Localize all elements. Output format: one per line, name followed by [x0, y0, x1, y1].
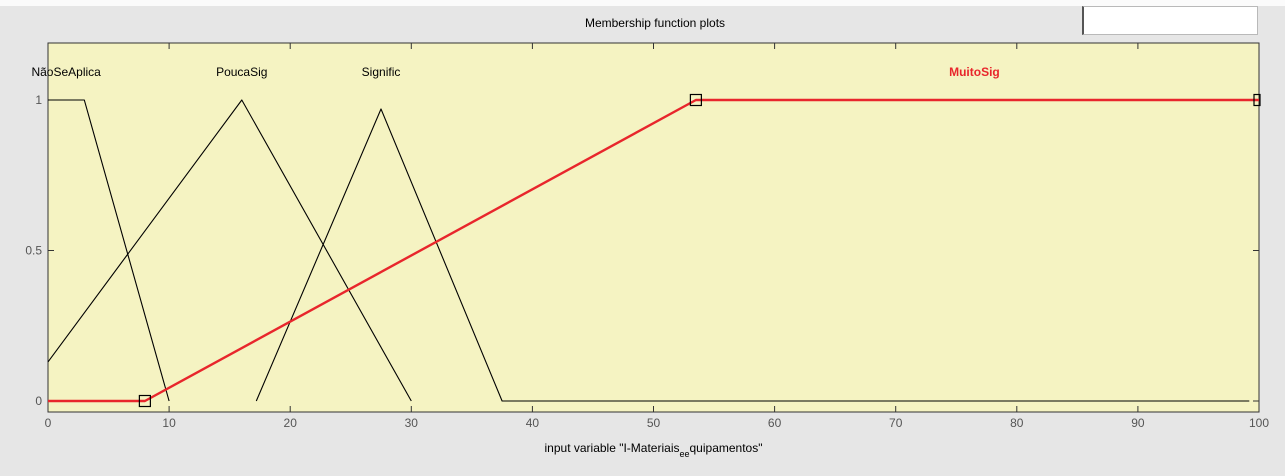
x-tick-label: 10	[162, 416, 176, 430]
y-tick-label: 1	[35, 93, 42, 107]
x-tick-label: 30	[405, 416, 419, 430]
x-tick-label: 90	[1131, 416, 1145, 430]
mf-label-nãoseaplica[interactable]: NãoSeAplica	[31, 65, 101, 79]
x-axis-label: input variable "I-Materiaiseequipamentos…	[545, 441, 763, 459]
x-tick-label: 60	[768, 416, 782, 430]
x-tick-label: 80	[1010, 416, 1024, 430]
mf-label-muitosig[interactable]: MuitoSig	[949, 65, 1000, 79]
mf-label-poucasig[interactable]: PoucaSig	[216, 65, 267, 79]
y-tick-label: 0.5	[25, 244, 42, 258]
x-tick-label: 0	[45, 416, 52, 430]
x-tick-label: 20	[284, 416, 298, 430]
mf-label-signific[interactable]: Signific	[362, 65, 401, 79]
plot-area	[48, 43, 1259, 412]
y-tick-label: 0	[35, 394, 42, 408]
x-tick-label: 100	[1249, 416, 1269, 430]
x-tick-label: 50	[647, 416, 661, 430]
x-tick-label: 40	[526, 416, 540, 430]
x-tick-label: 70	[889, 416, 903, 430]
